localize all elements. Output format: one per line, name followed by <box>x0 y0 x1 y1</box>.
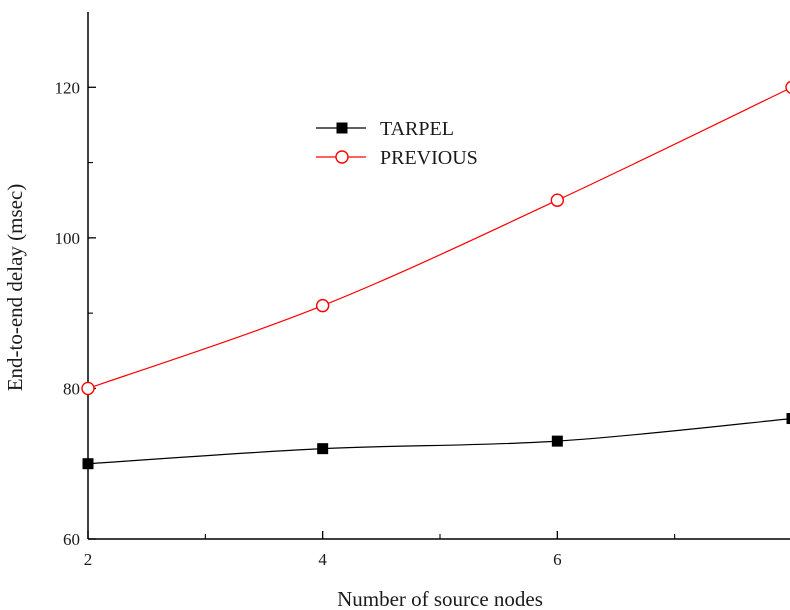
x-tick-label: 2 <box>84 550 93 569</box>
x-tick-label: 4 <box>318 550 327 569</box>
y-tick-label: 60 <box>63 530 80 549</box>
data-point-tarpel <box>317 443 329 455</box>
legend-label-tarpel: TARPEL <box>380 118 454 140</box>
y-axis-ticks: 60 80 100 120 <box>55 78 96 549</box>
legend: TARPEL PREVIOUS <box>316 118 478 169</box>
legend-label-previous: PREVIOUS <box>380 147 478 169</box>
series-tarpel <box>82 413 790 470</box>
legend-marker-previous <box>335 150 349 164</box>
y-tick-label: 80 <box>63 379 80 398</box>
series-line-tarpel <box>87 418 790 465</box>
data-point-tarpel <box>786 413 790 425</box>
series-previous <box>81 80 790 396</box>
legend-entry-tarpel: TARPEL <box>316 118 454 140</box>
data-point-previous <box>550 193 565 207</box>
y-tick-label: 100 <box>55 229 81 248</box>
series-line-previous <box>87 87 790 389</box>
axes: 60 80 100 120 2 4 6 <box>55 12 790 569</box>
data-point-tarpel <box>551 435 563 447</box>
x-tick-label: 6 <box>553 550 562 569</box>
data-point-tarpel <box>82 458 94 470</box>
y-axis-title: End-to-end delay (msec) <box>3 184 27 392</box>
x-axis-ticks: 2 4 6 <box>84 531 676 569</box>
data-point-previous <box>315 298 330 313</box>
y-tick-label: 120 <box>55 78 81 97</box>
legend-marker-tarpel <box>336 122 348 134</box>
series-layer <box>81 80 790 470</box>
data-point-previous <box>81 381 95 396</box>
data-point-previous <box>785 80 790 94</box>
legend-entry-previous: PREVIOUS <box>316 147 478 169</box>
x-axis-title: Number of source nodes <box>337 587 543 610</box>
